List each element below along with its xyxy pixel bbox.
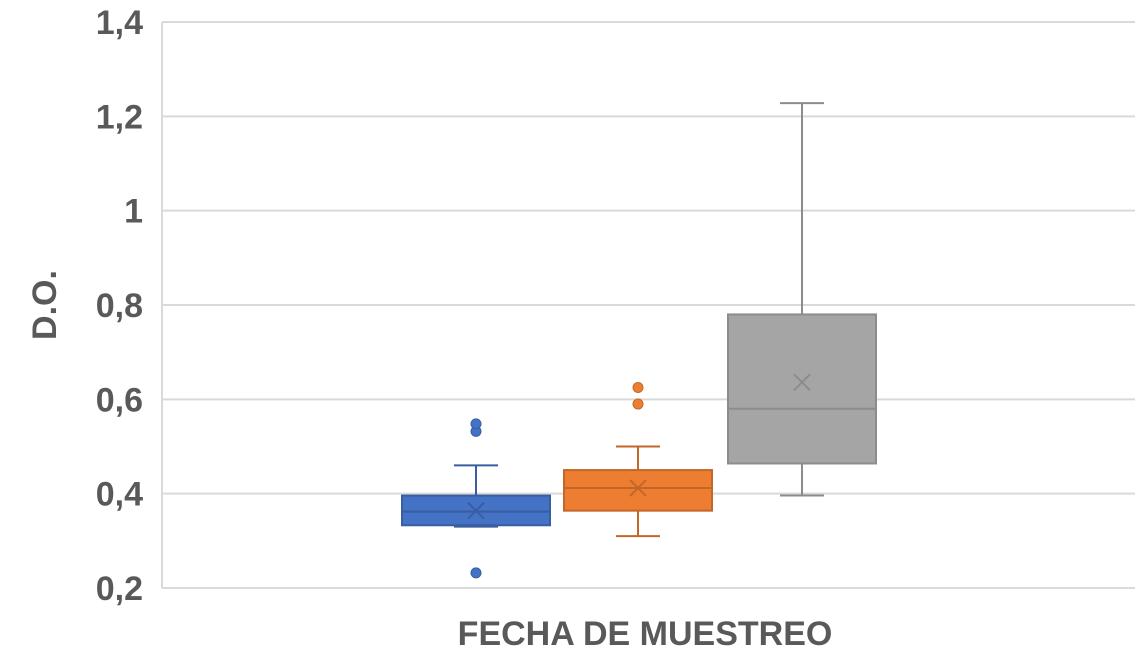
y-axis-tick-labels: 0,2 0,4 0,6 0,8 1 1,2 1,4 — [96, 4, 143, 608]
interquartile-box — [727, 313, 877, 465]
mean-marker — [467, 501, 485, 520]
outlier-point — [470, 567, 482, 579]
y-tick-label: 0,6 — [96, 381, 143, 419]
y-tick-label: 0,8 — [96, 287, 143, 325]
box-series-3 — [727, 102, 877, 497]
box-series-2 — [563, 382, 713, 538]
y-tick-label: 0,2 — [96, 570, 143, 608]
y-tick-label: 1,4 — [96, 4, 143, 42]
box-series-1 — [401, 418, 551, 579]
outlier-point — [470, 418, 482, 430]
y-tick-label: 1,2 — [96, 98, 143, 136]
y-tick-label: 1 — [124, 193, 143, 231]
y-axis-title: D.O. — [26, 270, 64, 340]
outlier-point — [632, 398, 644, 410]
mean-marker — [793, 373, 811, 392]
mean-marker — [629, 479, 647, 497]
gridlines — [161, 21, 1135, 589]
y-tick-label: 0,4 — [96, 476, 143, 514]
box-series — [401, 102, 877, 579]
outlier-point — [632, 382, 644, 394]
interquartile-box — [563, 469, 713, 512]
x-axis-title: FECHA DE MUESTREO — [458, 615, 833, 650]
